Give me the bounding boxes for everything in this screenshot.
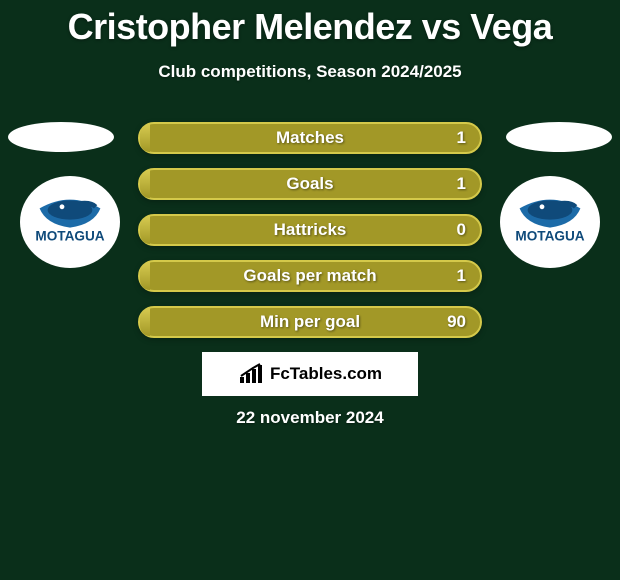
stat-label: Matches [140,128,480,148]
stat-value: 0 [457,220,466,240]
date-text: 22 november 2024 [0,408,620,428]
club-badge-text: MOTAGUA [515,228,584,243]
player-slot-left [8,122,114,152]
stat-value: 90 [447,312,466,332]
stat-label: Goals [140,174,480,194]
stat-label: Goals per match [140,266,480,286]
stat-row-matches: Matches 1 [138,122,482,154]
club-badge-left: MOTAGUA [20,176,120,268]
stat-row-goals-per-match: Goals per match 1 [138,260,482,292]
comparison-bars: Matches 1 Goals 1 Hattricks 0 Goals per … [138,122,482,352]
stat-row-hattricks: Hattricks 0 [138,214,482,246]
club-badge-text: MOTAGUA [35,228,104,243]
stat-row-goals: Goals 1 [138,168,482,200]
attribution-box: FcTables.com [202,352,418,396]
stat-row-min-per-goal: Min per goal 90 [138,306,482,338]
motagua-logo-icon: MOTAGUA [510,186,590,258]
bar-chart-icon [238,363,264,385]
motagua-logo-icon: MOTAGUA [30,186,110,258]
page-subtitle: Club competitions, Season 2024/2025 [0,62,620,82]
stat-label: Hattricks [140,220,480,240]
brand-text: FcTables.com [270,364,382,384]
stat-label: Min per goal [140,312,480,332]
club-badge-right: MOTAGUA [500,176,600,268]
player-slot-right [506,122,612,152]
stat-value: 1 [457,266,466,286]
stat-value: 1 [457,128,466,148]
page-title: Cristopher Melendez vs Vega [0,0,620,48]
stat-value: 1 [457,174,466,194]
